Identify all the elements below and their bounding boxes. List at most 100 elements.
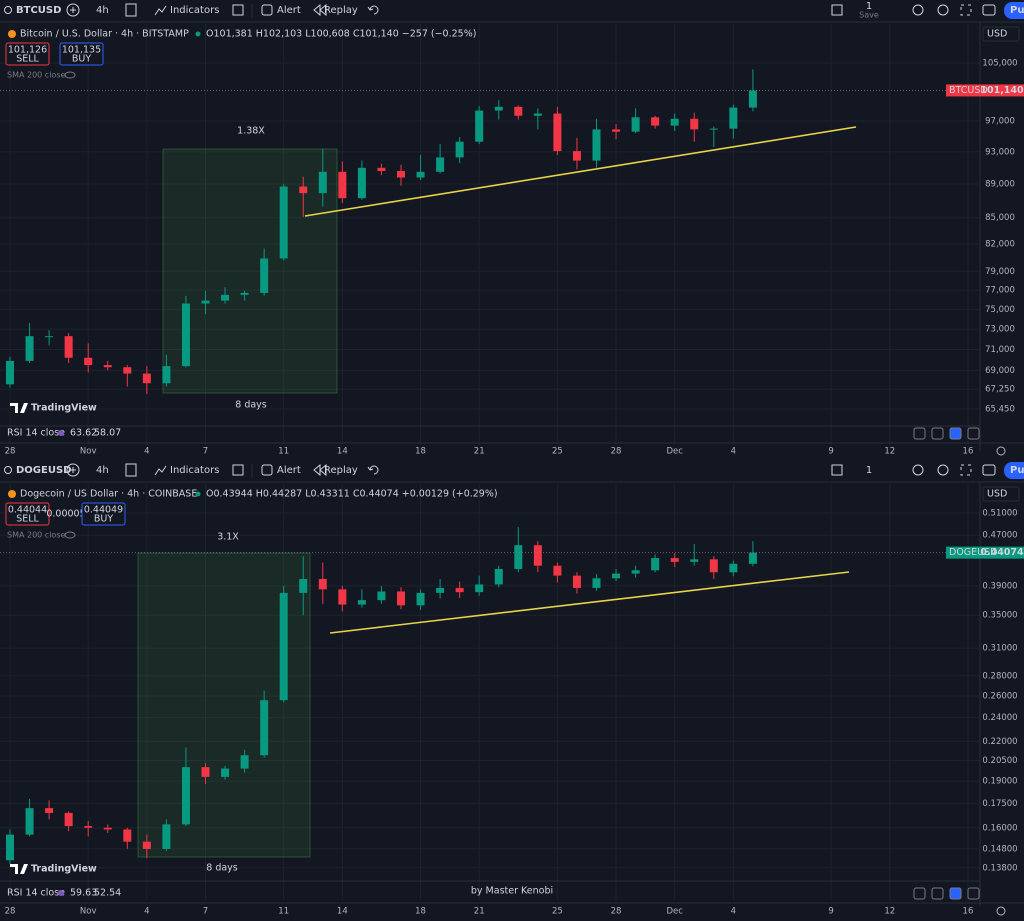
candle-body: [533, 545, 542, 566]
y-tick-label: 79,000: [985, 267, 1015, 277]
settings-icon[interactable]: [937, 4, 949, 16]
x-tick-label: Dec: [666, 447, 683, 457]
candle-body: [201, 300, 210, 304]
currency-button-bg[interactable]: [982, 486, 1020, 502]
alert-button[interactable]: Alert: [277, 465, 301, 476]
replay-icon[interactable]: [313, 463, 327, 477]
publish-button[interactable]: Pu: [1010, 465, 1024, 476]
pane-control-up[interactable]: [913, 887, 926, 900]
x-tick-label: 14: [337, 447, 348, 457]
candle-body: [514, 545, 523, 569]
templates-icon[interactable]: [232, 4, 244, 16]
replay-icon[interactable]: [313, 3, 327, 17]
chart-type-icon[interactable]: [125, 463, 137, 477]
sell-button-bg[interactable]: [5, 42, 50, 66]
x-tick-label: 16: [963, 447, 974, 457]
replay-button[interactable]: Replay: [324, 465, 358, 476]
pane-control-coll[interactable]: [949, 887, 962, 900]
pane-control-up[interactable]: [913, 427, 926, 440]
buy-button[interactable]: BUY: [94, 514, 113, 525]
sell-button[interactable]: SELL: [16, 54, 39, 65]
candle-body: [455, 141, 464, 158]
undo-icon[interactable]: [367, 5, 379, 15]
pane-control-max[interactable]: [967, 427, 980, 440]
quick-search-icon[interactable]: [912, 4, 924, 16]
y-tick-label: 0.31000: [982, 644, 1017, 654]
candle-body: [318, 578, 327, 590]
indicators-button[interactable]: Indicators: [170, 5, 219, 16]
time-axis-settings[interactable]: [996, 446, 1006, 456]
layout-count[interactable]: 1: [866, 465, 872, 476]
settings-icon[interactable]: [937, 464, 949, 476]
time-axis-settings[interactable]: [996, 906, 1006, 916]
pane-control-del[interactable]: [931, 887, 944, 900]
candle-body: [260, 258, 269, 293]
fullscreen-icon[interactable]: [960, 4, 972, 16]
compare-button[interactable]: [66, 463, 80, 477]
y-tick-label: 97,000: [985, 117, 1015, 127]
candle-body: [416, 171, 425, 178]
snapshot-icon[interactable]: [982, 464, 996, 476]
candle-body: [475, 110, 484, 142]
pane-control-max[interactable]: [967, 887, 980, 900]
compare-button[interactable]: [66, 3, 80, 17]
symbol-search[interactable]: DOGEUSD: [16, 465, 71, 476]
indicator-visibility[interactable]: [64, 531, 76, 539]
y-tick-label: 0.14800: [982, 844, 1017, 854]
search-icon[interactable]: [4, 466, 12, 474]
search-icon[interactable]: [4, 6, 12, 14]
interval[interactable]: 4h: [96, 5, 109, 16]
indicator-visibility[interactable]: [64, 71, 76, 79]
undo-icon[interactable]: [367, 465, 379, 475]
symbol-search[interactable]: BTCUSD: [16, 5, 61, 16]
pane-control-del[interactable]: [931, 427, 944, 440]
indicators-icon[interactable]: [154, 5, 167, 16]
snapshot-icon[interactable]: [982, 4, 996, 16]
indicators-button[interactable]: Indicators: [170, 465, 219, 476]
buy-price: 101,135: [62, 45, 101, 56]
indicators-icon[interactable]: [154, 465, 167, 476]
fullscreen-toggle[interactable]: [831, 464, 843, 476]
chart-type-icon[interactable]: [125, 3, 137, 17]
templates-icon[interactable]: [232, 464, 244, 476]
currency-button[interactable]: USD: [987, 29, 1007, 40]
replay-button[interactable]: Replay: [324, 5, 358, 16]
watermark-logo: [10, 403, 28, 413]
alert-icon[interactable]: [261, 4, 273, 16]
x-tick-label: 25: [552, 447, 563, 457]
y-tick-label: 105,000: [982, 59, 1017, 69]
publish-button-bg[interactable]: [1004, 462, 1024, 479]
alert-icon[interactable]: [261, 464, 273, 476]
save-button[interactable]: Save: [859, 11, 879, 20]
ohlc-legend: O101,381 H102,103 L100,608 C101,140 −257…: [206, 29, 476, 40]
fullscreen-icon[interactable]: [960, 464, 972, 476]
currency-button[interactable]: USD: [987, 489, 1007, 500]
y-tick-label: 0.13800: [982, 863, 1017, 873]
rsi-label: RSI 14 close: [7, 428, 65, 439]
buy-button-bg[interactable]: [59, 42, 104, 66]
quick-search-icon[interactable]: [912, 464, 924, 476]
sell-button-bg[interactable]: [5, 502, 50, 526]
fullscreen-toggle[interactable]: [831, 4, 843, 16]
y-tick-label: 0.28000: [982, 671, 1017, 681]
x-tick-label: 21: [474, 907, 485, 917]
alert-button[interactable]: Alert: [277, 5, 301, 16]
layout-count[interactable]: 1: [866, 1, 872, 12]
buy-button-bg[interactable]: [81, 502, 126, 526]
watermark: TradingView: [31, 403, 97, 414]
y-tick-label: 89,000: [985, 180, 1015, 190]
x-tick-label: 9: [828, 907, 833, 917]
candle-body: [416, 592, 425, 606]
y-tick-label: 77,000: [985, 286, 1015, 296]
pane-control-coll[interactable]: [949, 427, 962, 440]
sell-button[interactable]: SELL: [16, 514, 39, 525]
publish-button-bg[interactable]: [1004, 2, 1024, 19]
buy-button[interactable]: BUY: [72, 54, 91, 65]
symbol-title: Dogecoin / US Dollar · 4h · COINBASE: [20, 489, 197, 500]
candle-body: [690, 118, 699, 130]
currency-button-bg[interactable]: [982, 26, 1020, 42]
publish-button[interactable]: Pu: [1010, 5, 1024, 16]
last-price-value: 101,140: [980, 85, 1024, 96]
candle-body: [533, 113, 542, 116]
interval[interactable]: 4h: [96, 465, 109, 476]
